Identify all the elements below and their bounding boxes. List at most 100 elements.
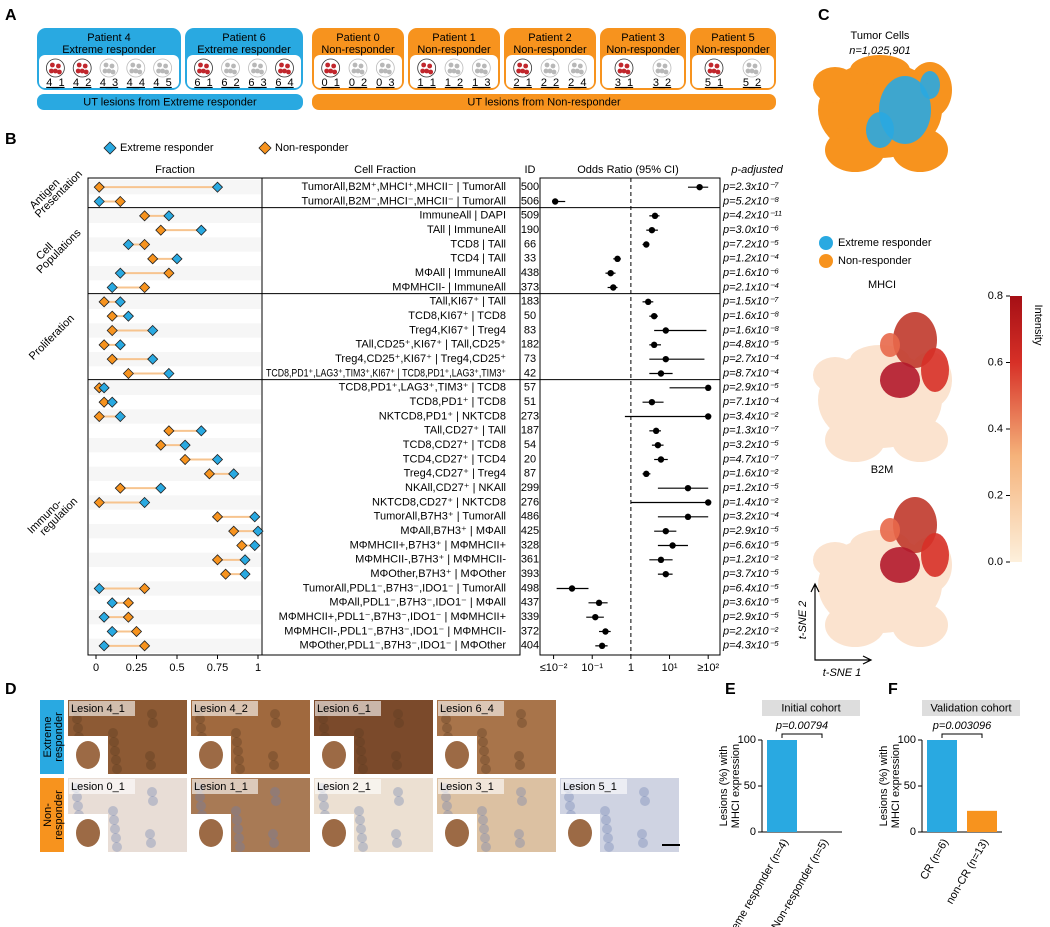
cell-fraction-label: MΦAll,B7H3⁺ | MΦAll	[400, 525, 506, 537]
x-tick-label: ≤10⁻²	[540, 662, 568, 674]
lesion-cell	[49, 68, 54, 74]
lesion-icon	[348, 58, 368, 78]
bar	[927, 740, 957, 832]
row-id: 50	[524, 310, 536, 322]
fraction-diamond	[147, 353, 159, 365]
or-point	[662, 355, 669, 363]
legend-dot	[819, 254, 833, 268]
lesion-cell	[749, 68, 755, 74]
lesion-cell	[331, 63, 337, 69]
lesion-cell	[79, 68, 85, 74]
or-point	[662, 570, 669, 578]
ihc-texture	[147, 787, 157, 797]
ihc-texture	[356, 746, 366, 756]
group-bar-label: UT lesions from Non-responder	[467, 96, 621, 108]
lesion-icon	[153, 58, 173, 78]
fraction-diamond	[98, 296, 110, 308]
ihc-texture	[442, 801, 452, 811]
or-point	[652, 427, 660, 435]
cell-fraction-label: TAll,KI67⁺ | TAll	[429, 296, 506, 308]
fraction-diamond	[98, 396, 110, 408]
cell-fraction-label: MΦOther,PDL1⁻,B7H3⁻,IDO1⁻ | MΦOther	[299, 640, 506, 652]
lesion-label: 6_3	[248, 77, 266, 89]
p-adjusted: p=4.3x10⁻⁵	[722, 640, 779, 652]
fraction-diamond	[163, 267, 175, 279]
ihc-texture	[604, 842, 614, 852]
lesion-cell	[109, 63, 115, 69]
lesion-cell	[455, 69, 461, 75]
lesion-label: 4_2	[73, 77, 91, 89]
row-id: 87	[524, 468, 536, 480]
p-adjusted: p=5.2x10⁻⁸	[722, 195, 779, 207]
fraction-diamond	[155, 439, 167, 451]
lesion-cell	[578, 69, 584, 75]
row-id: 498	[521, 582, 539, 594]
x-tick-label: 1	[255, 662, 261, 674]
ihc-label-bg	[438, 779, 504, 794]
p-adjusted: p=1.2x10⁻⁴	[722, 253, 779, 265]
lesion-cell	[625, 69, 631, 75]
p-adjusted: p=8.7x10⁻⁴	[722, 367, 779, 379]
lesion-icon	[567, 58, 587, 78]
ihc-texture	[146, 760, 156, 770]
row-id: 190	[521, 224, 539, 236]
patient-status: Non-responder	[606, 44, 680, 56]
lesion-icon	[704, 58, 724, 78]
ihc-texture	[234, 755, 244, 765]
map-title: MHCI	[868, 279, 896, 291]
lesion-cell	[520, 68, 526, 74]
ihc-inset-tissue	[322, 741, 346, 769]
ihc-label: Lesion 4_2	[194, 703, 248, 715]
p-adjusted: p=1.3x10⁻⁷	[722, 425, 779, 437]
ihc-texture	[111, 755, 121, 765]
cell-fraction-label: TCD8,PD1⁺,LAG3⁺,TIM3⁺,KI67⁺ | TCD8,PD1⁺,…	[266, 367, 506, 379]
lesion-cell	[75, 68, 81, 74]
row-id: 20	[524, 453, 536, 465]
or-point	[662, 327, 669, 334]
cell-fraction-label: NKTCD8,PD1⁺ | NKTCD8	[379, 410, 506, 422]
fraction-diamond	[139, 640, 151, 652]
lesion-icon	[275, 58, 294, 78]
fraction-diamond	[171, 253, 183, 265]
ihc-label-bg	[315, 701, 381, 716]
ihc-texture	[600, 806, 610, 816]
or-point	[650, 312, 658, 320]
fraction-diamond	[211, 511, 224, 523]
row-band	[89, 294, 261, 309]
ihc-texture	[358, 842, 368, 852]
ihc-inset-tissue	[445, 741, 469, 769]
ihc-texture	[232, 815, 242, 825]
tsne-cluster	[920, 71, 940, 99]
lesion-cell	[204, 63, 209, 69]
p-adjusted: p=3.6x10⁻⁵	[722, 597, 779, 609]
lesion-icon	[417, 58, 437, 78]
ihc-texture	[516, 709, 526, 719]
ihc-texture	[477, 806, 487, 816]
or-point	[684, 513, 692, 521]
or-point	[651, 212, 659, 220]
or-point	[696, 183, 703, 191]
lesion-cell	[130, 62, 136, 68]
tsne-cluster	[866, 112, 894, 148]
lesion-cell	[279, 62, 284, 68]
row-id: 509	[521, 210, 539, 222]
ihc-texture	[234, 833, 244, 843]
fraction-diamond	[249, 539, 261, 552]
ihc-texture	[442, 723, 452, 733]
ihc-inset-tissue	[199, 819, 223, 847]
lesion-label: 0_1	[321, 77, 339, 89]
fraction-diamond	[122, 310, 134, 322]
ihc-texture	[235, 842, 245, 852]
lesion-cell	[56, 63, 61, 69]
ihc-texture	[355, 815, 365, 825]
fraction-diamond	[93, 195, 105, 208]
section-label: Proliferation	[27, 313, 77, 363]
or-point	[650, 341, 658, 349]
lesion-cell	[451, 68, 457, 74]
ihc-label-bg	[69, 779, 135, 794]
lesion-cell	[355, 68, 361, 74]
lesion-cell	[255, 68, 260, 74]
lesion-cell	[103, 62, 109, 68]
lesion-icon	[513, 58, 533, 78]
chart-title: Validation cohort	[930, 702, 1011, 714]
